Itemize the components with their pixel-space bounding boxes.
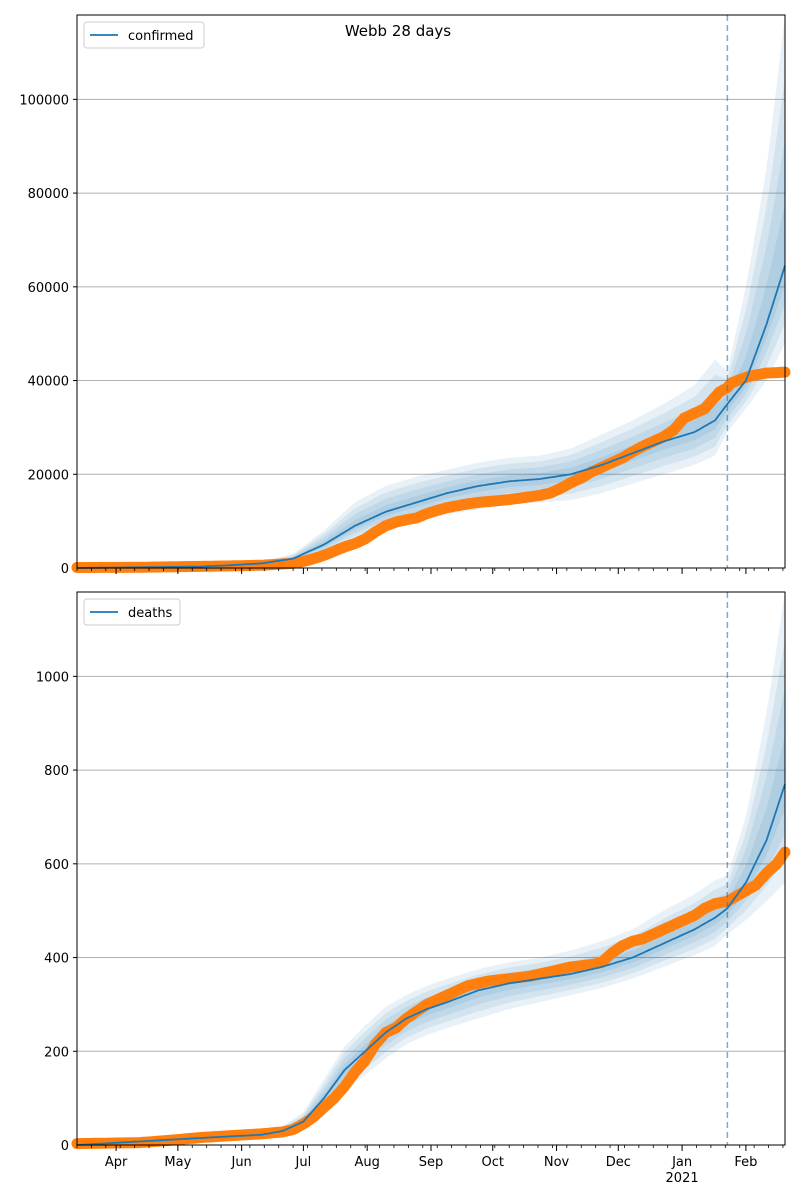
model-line-confirmed bbox=[77, 265, 786, 569]
y-tick-label: 600 bbox=[44, 858, 69, 873]
y-tick-label: 0 bbox=[61, 562, 69, 577]
uncertainty-band bbox=[77, 736, 785, 1145]
model-line-deaths bbox=[76, 783, 786, 1146]
legend-label: confirmed bbox=[128, 29, 194, 44]
x-tick-label: Sep bbox=[419, 1155, 444, 1170]
y-tick-label: 1000 bbox=[36, 670, 69, 685]
y-tick-label: 0 bbox=[61, 1139, 69, 1154]
uncertainty-band bbox=[77, 77, 785, 568]
uncertainty-band bbox=[77, 140, 785, 568]
uncertainty-band bbox=[77, 203, 785, 568]
y-tick-label: 200 bbox=[44, 1045, 69, 1060]
legend-box bbox=[83, 598, 181, 626]
x-tick-label: Jan bbox=[671, 1155, 692, 1170]
y-tick-label: 800 bbox=[44, 764, 69, 779]
panel-deaths: 0 200 400 600 800 1000 Apr May Jun Jul Aug Sep Oct No… bbox=[36, 591, 791, 1186]
x-tick-label: Nov bbox=[544, 1155, 570, 1170]
legend-deaths: deaths bbox=[83, 598, 181, 626]
uncertainty-band bbox=[77, 640, 785, 1145]
panel-confirmed: 0 20000 40000 60000 80000 100000 confirmed bbox=[19, 14, 791, 577]
chart-title: Webb 28 days bbox=[345, 22, 451, 40]
y-tick-label: 80000 bbox=[28, 187, 69, 202]
x-tick-label: Apr bbox=[105, 1155, 128, 1170]
x-year-label: 2021 bbox=[666, 1171, 699, 1186]
plot-frame bbox=[76, 591, 786, 1146]
y-tick-label: 20000 bbox=[28, 468, 69, 483]
x-tick-label: Jun bbox=[230, 1155, 251, 1170]
y-tick-label: 400 bbox=[44, 952, 69, 967]
y-tick-label: 100000 bbox=[19, 93, 69, 108]
observed-series bbox=[71, 846, 791, 1150]
legend-label: deaths bbox=[128, 606, 173, 621]
x-tick-label: May bbox=[164, 1155, 191, 1170]
x-tick-label: Jul bbox=[295, 1155, 312, 1170]
legend-confirmed: confirmed bbox=[83, 21, 205, 49]
x-tick-label: Dec bbox=[606, 1155, 631, 1170]
x-tick-label: Oct bbox=[482, 1155, 504, 1170]
uncertainty-band bbox=[77, 592, 785, 1145]
observed-series bbox=[71, 366, 791, 573]
x-tick-label: Aug bbox=[355, 1155, 380, 1170]
y-tick-label: 40000 bbox=[28, 375, 69, 390]
legend-box bbox=[83, 21, 205, 49]
x-tick-label: Feb bbox=[734, 1155, 757, 1170]
y-tick-label: 60000 bbox=[28, 281, 69, 296]
